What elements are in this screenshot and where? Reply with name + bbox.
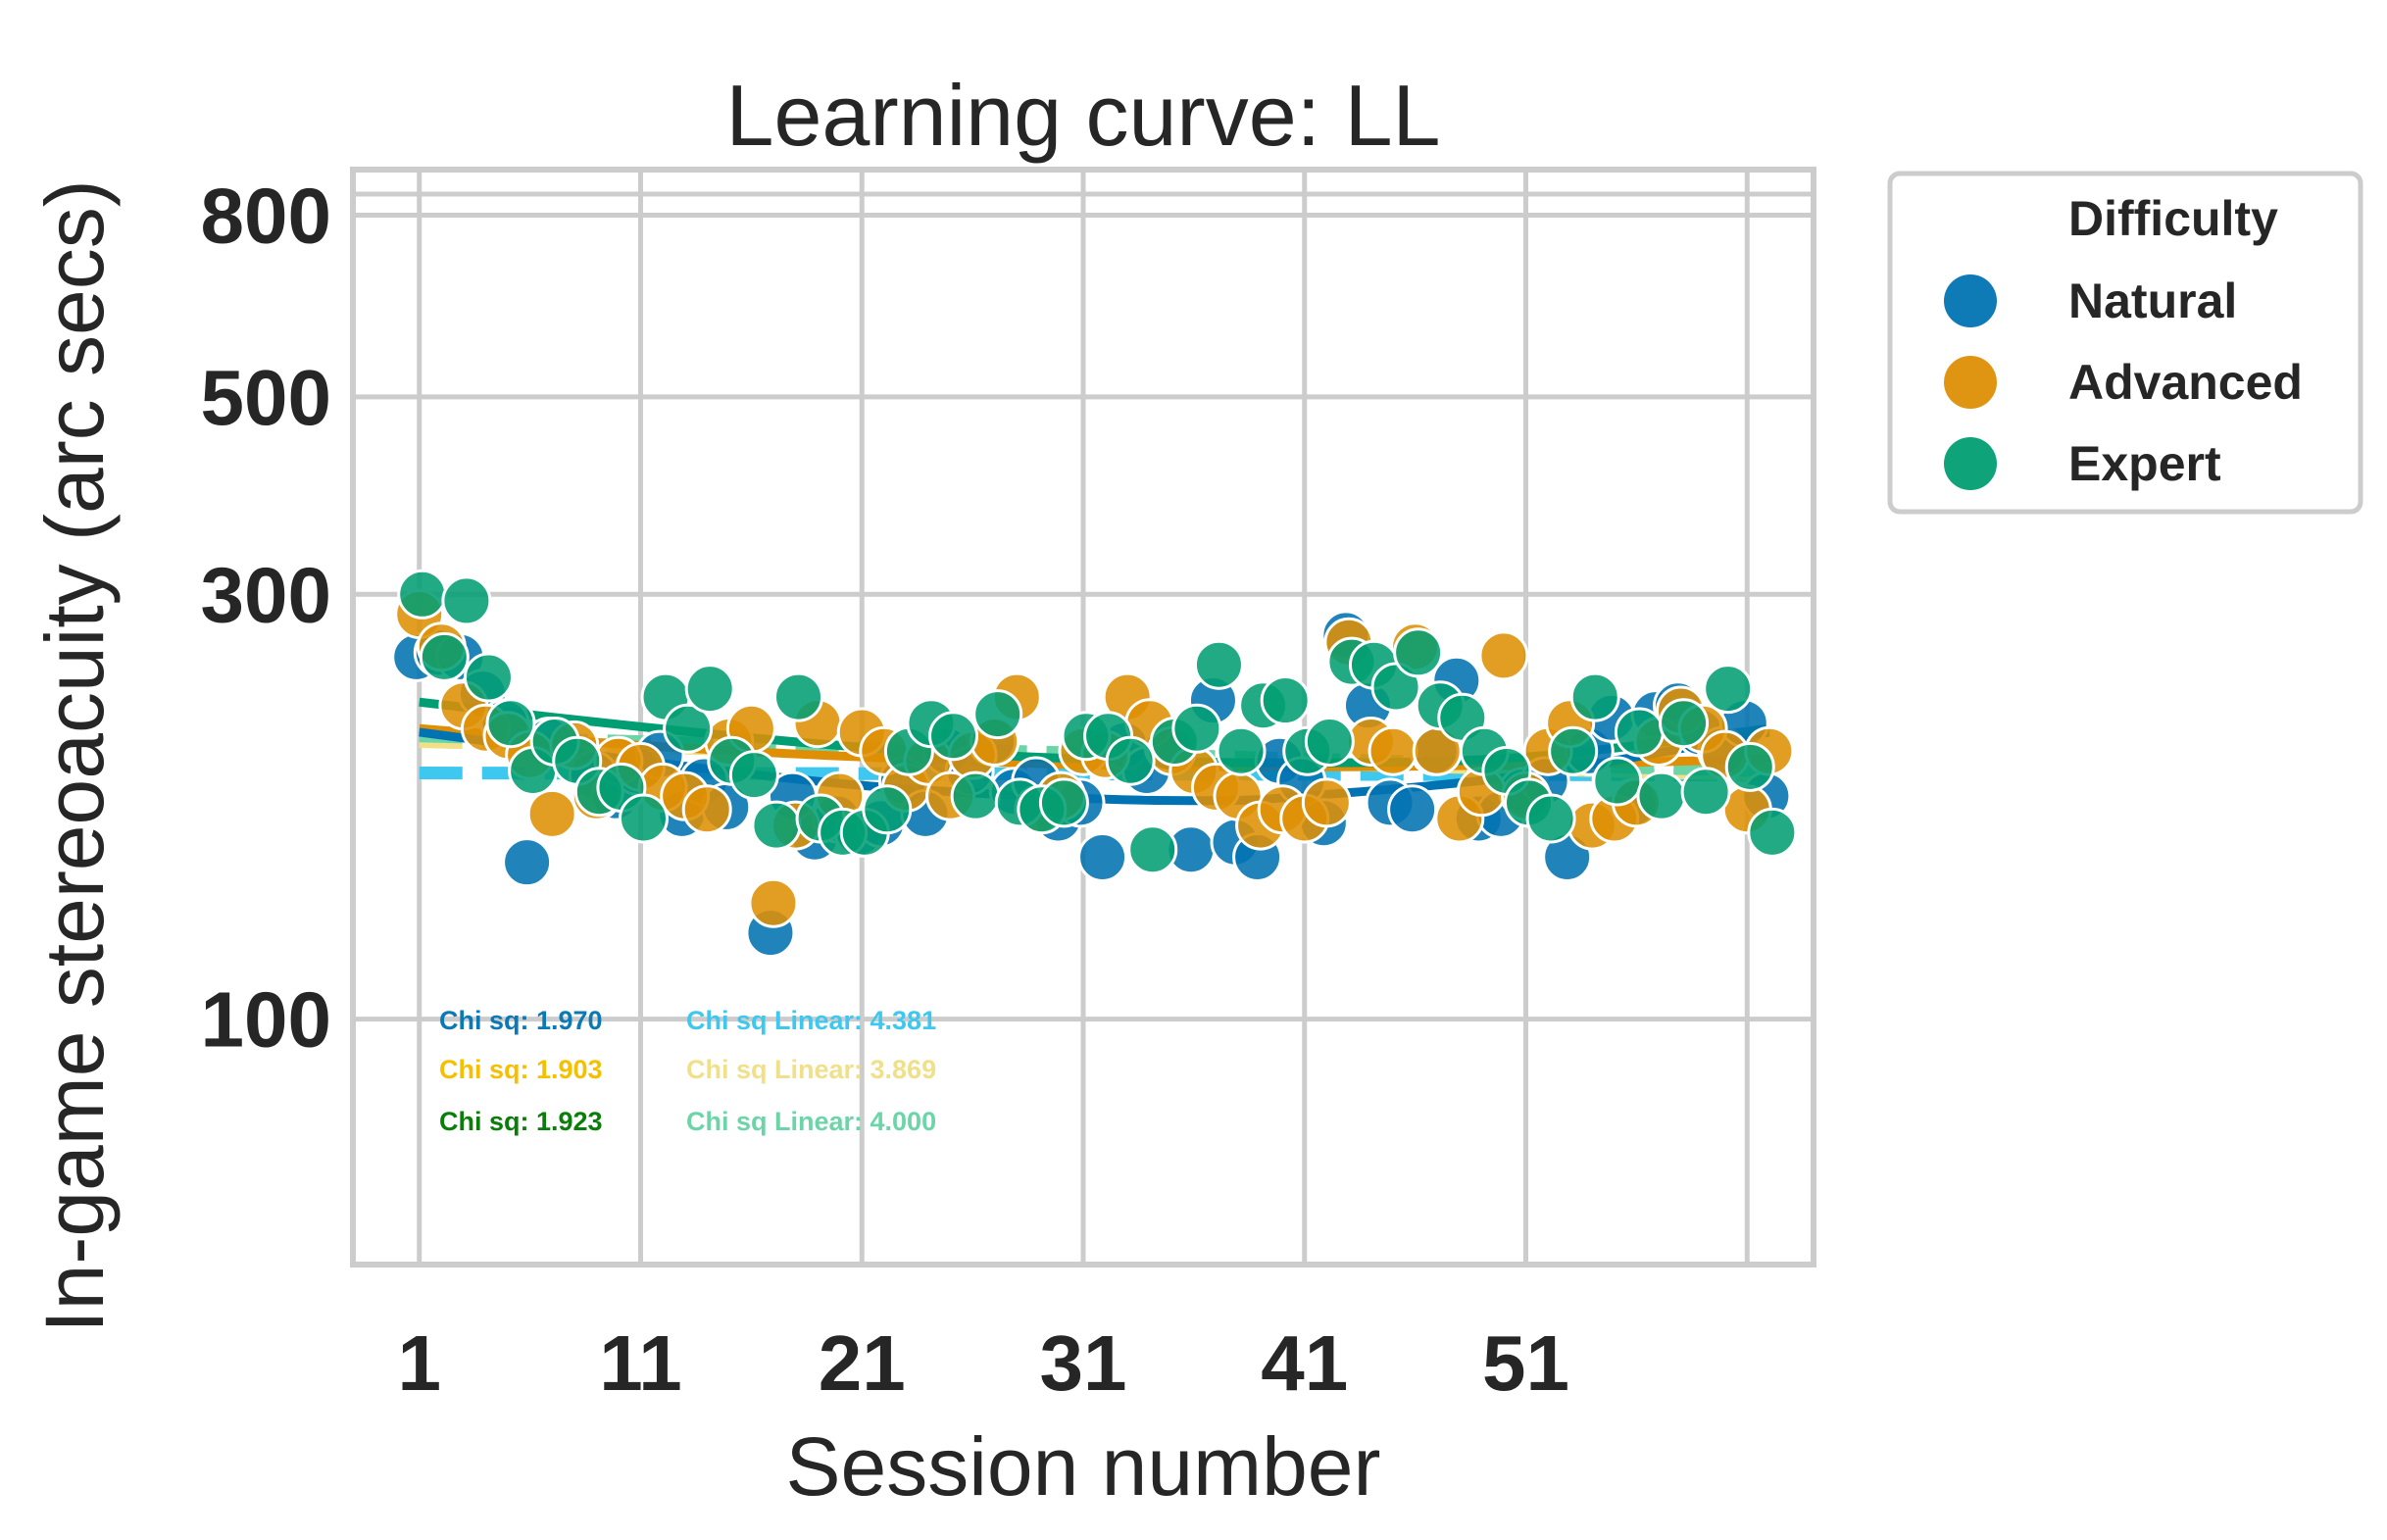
data-point-expert — [441, 575, 492, 626]
legend-marker-expert — [1944, 437, 1997, 490]
plot-frame — [350, 167, 1816, 1267]
data-point-expert — [751, 800, 802, 851]
data-points — [391, 569, 1798, 959]
data-point-expert — [1038, 777, 1089, 828]
data-point-natural — [1387, 784, 1438, 835]
data-point-expert — [1525, 793, 1576, 844]
x-axis-label: Session number — [786, 1420, 1381, 1513]
data-point-expert — [1703, 664, 1754, 715]
data-point-expert — [1548, 725, 1599, 776]
x-tick-label: 1 — [397, 1319, 441, 1407]
data-point-expert — [1569, 671, 1620, 722]
y-tick-label: 100 — [201, 976, 331, 1064]
grid-lines — [353, 170, 1814, 1265]
data-point-expert — [1216, 725, 1267, 776]
data-point-expert — [1592, 756, 1643, 807]
data-point-expert — [950, 770, 1001, 821]
data-point-expert — [862, 784, 913, 835]
legend-label-expert: Expert — [2068, 436, 2221, 491]
data-point-expert — [1304, 716, 1355, 767]
data-point-expert — [1747, 807, 1798, 858]
data-point-expert — [1171, 703, 1222, 754]
data-point-advanced — [1478, 630, 1529, 681]
data-point-natural — [502, 837, 553, 888]
y-axis-label: In-game stereoacuity (arc secs) — [28, 179, 121, 1332]
data-point-expert — [397, 569, 448, 620]
chi-square-annotations: Chi sq: 1.970 Chi sq Linear: 4.381 Chi sq:… — [439, 1006, 936, 1136]
legend-label-advanced: Advanced — [2068, 355, 2303, 410]
y-tick-label: 800 — [201, 172, 331, 259]
chi-square-annotation: Chi sq: 1.923 — [439, 1107, 603, 1136]
data-point-expert — [1393, 627, 1444, 678]
legend-box — [1887, 171, 2363, 515]
data-point-expert — [1659, 698, 1710, 749]
legend-title: Difficulty — [2068, 191, 2278, 246]
legend-marker-natural — [1944, 274, 1997, 327]
data-point-expert — [928, 711, 979, 762]
data-point-expert — [1614, 707, 1665, 758]
data-point-advanced — [1301, 777, 1352, 828]
data-point-expert — [1260, 675, 1311, 726]
data-point-expert — [663, 703, 714, 754]
chi-square-annotation: Chi sq: 1.903 — [439, 1055, 603, 1084]
data-point-advanced — [748, 877, 799, 928]
data-point-expert — [1193, 639, 1244, 690]
data-point-expert — [618, 793, 669, 844]
data-point-expert — [1680, 767, 1731, 818]
x-tick-label: 11 — [599, 1319, 682, 1407]
data-point-expert — [1105, 735, 1156, 786]
chi-square-annotation: Chi sq: 1.970 — [439, 1006, 603, 1035]
data-point-expert — [419, 631, 470, 682]
data-point-expert — [1724, 741, 1775, 792]
legend: Difficulty Natural Advanced Expert — [1887, 171, 2363, 515]
data-point-expert — [463, 652, 514, 703]
data-point-expert — [773, 671, 824, 722]
x-tick-label: 41 — [1261, 1319, 1348, 1407]
data-point-advanced — [526, 788, 577, 839]
x-tick-label: 31 — [1040, 1319, 1127, 1407]
x-tick-label: 21 — [819, 1319, 906, 1407]
data-point-expert — [684, 664, 735, 715]
data-point-natural — [1077, 831, 1128, 882]
y-tick-label: 500 — [201, 354, 331, 441]
x-tick-label: 51 — [1482, 1319, 1569, 1407]
data-point-advanced — [1368, 725, 1418, 776]
chi-square-annotation: Chi sq Linear: 3.869 — [686, 1055, 936, 1084]
data-point-expert — [1127, 824, 1178, 875]
data-point-advanced — [681, 784, 732, 835]
data-point-expert — [1636, 770, 1687, 821]
chart-title: Learning curve: LL — [726, 67, 1441, 164]
chi-square-annotation: Chi sq Linear: 4.381 — [686, 1006, 936, 1035]
legend-marker-advanced — [1944, 356, 1997, 409]
chi-square-annotation: Chi sq Linear: 4.000 — [686, 1107, 936, 1136]
data-point-expert — [728, 750, 779, 801]
legend-label-natural: Natural — [2068, 273, 2237, 328]
data-point-expert — [972, 689, 1023, 740]
y-tick-label: 300 — [201, 551, 331, 638]
data-point-expert — [485, 698, 536, 749]
